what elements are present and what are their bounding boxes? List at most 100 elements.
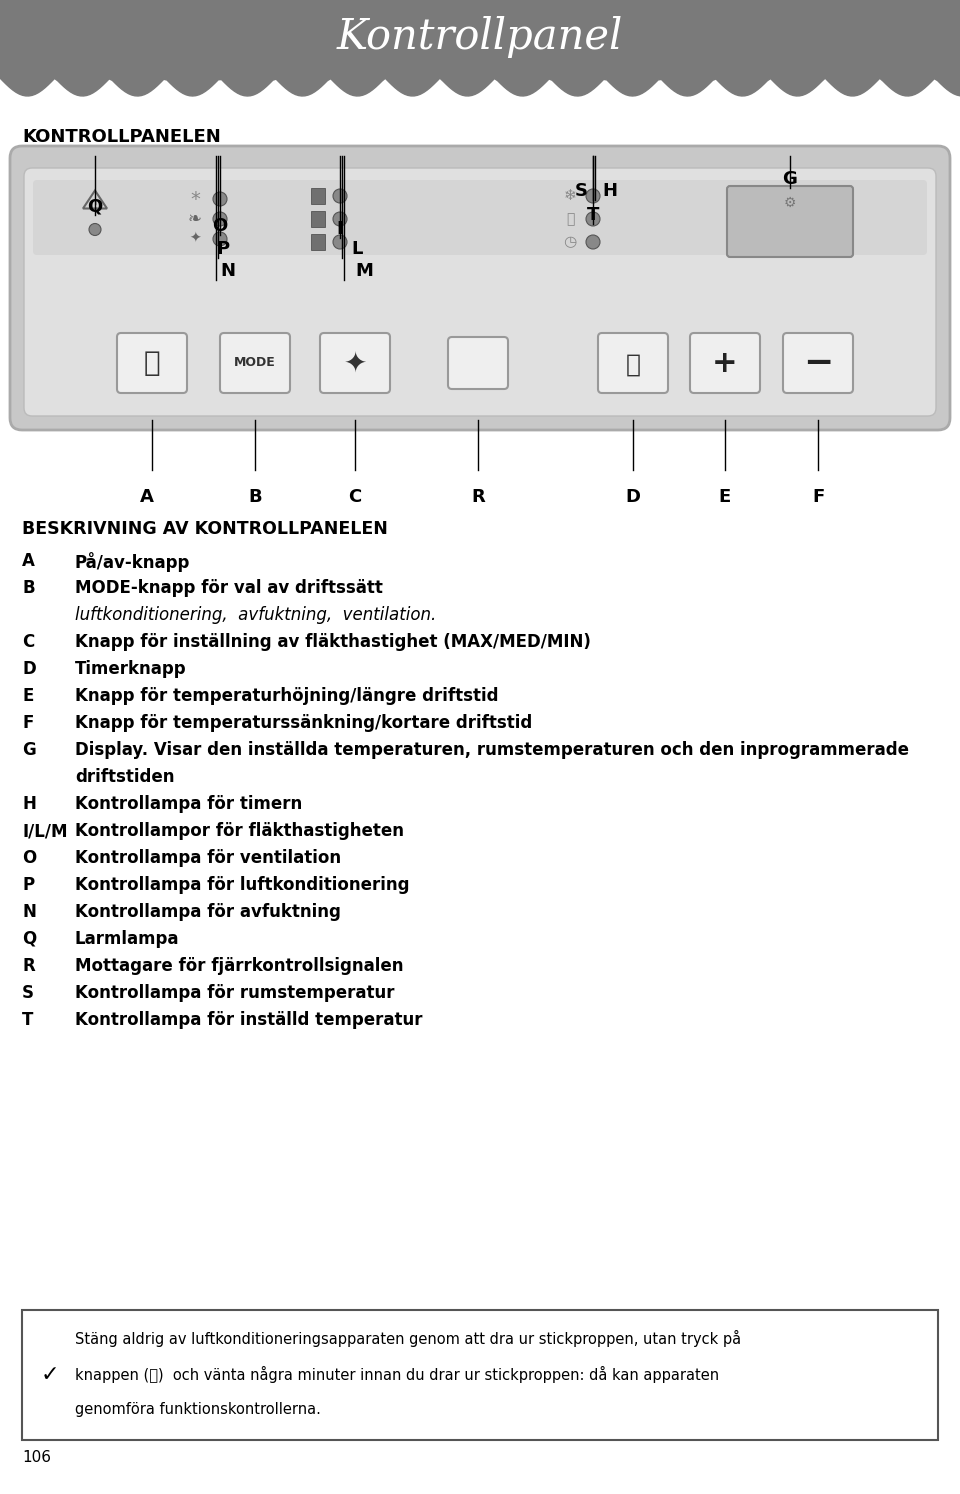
Text: Knapp för temperaturssänkning/kortare driftstid: Knapp för temperaturssänkning/kortare dr…	[75, 714, 532, 732]
Text: −: −	[803, 347, 833, 379]
Text: C: C	[22, 633, 35, 651]
Text: R: R	[471, 489, 485, 506]
Text: ❄: ❄	[564, 188, 576, 203]
Text: ✦: ✦	[189, 232, 201, 247]
Text: E: E	[22, 687, 34, 705]
FancyBboxPatch shape	[33, 179, 927, 255]
Text: A: A	[140, 489, 154, 506]
Text: ✓: ✓	[40, 1366, 60, 1385]
FancyBboxPatch shape	[448, 338, 508, 388]
Polygon shape	[0, 78, 960, 96]
Text: Kontrollampa för timern: Kontrollampa för timern	[75, 795, 302, 813]
Text: H: H	[22, 795, 36, 813]
Text: B: B	[249, 489, 262, 506]
Text: G: G	[782, 170, 798, 188]
Text: 106: 106	[22, 1451, 51, 1466]
Text: ✦: ✦	[344, 350, 367, 376]
FancyBboxPatch shape	[10, 146, 950, 430]
Text: Kontrollampa för inställd temperatur: Kontrollampa för inställd temperatur	[75, 1011, 422, 1029]
Text: D: D	[626, 489, 640, 506]
Text: D: D	[22, 660, 36, 678]
Text: S: S	[22, 985, 34, 1002]
Text: ⚙: ⚙	[783, 196, 796, 211]
Text: H: H	[603, 182, 617, 200]
Text: KONTROLLPANELEN: KONTROLLPANELEN	[22, 128, 221, 146]
Text: MODE-knapp för val av driftssätt: MODE-knapp för val av driftssätt	[75, 580, 383, 598]
Text: Display. Visar den inställda temperaturen, rumstemperaturen och den inprogrammer: Display. Visar den inställda temperature…	[75, 741, 909, 759]
Text: I/L/M: I/L/M	[22, 822, 67, 840]
Text: *: *	[190, 190, 200, 209]
Text: I: I	[337, 220, 344, 238]
Circle shape	[89, 224, 101, 236]
Text: Knapp för temperaturhöjning/längre driftstid: Knapp för temperaturhöjning/längre drift…	[75, 687, 498, 705]
Text: M: M	[355, 261, 372, 279]
Text: Kontrollampa för ventilation: Kontrollampa för ventilation	[75, 849, 341, 867]
Text: P: P	[22, 875, 35, 893]
Circle shape	[333, 212, 347, 226]
Text: MODE: MODE	[234, 357, 276, 369]
FancyBboxPatch shape	[598, 333, 668, 393]
Circle shape	[333, 235, 347, 249]
Text: G: G	[22, 741, 36, 759]
FancyBboxPatch shape	[24, 167, 936, 415]
Text: Larmlampa: Larmlampa	[75, 929, 180, 949]
Text: knappen (⒧)  och vänta några minuter innan du drar ur stickproppen: då kan appar: knappen (⒧) och vänta några minuter inna…	[75, 1366, 719, 1383]
Bar	[22, 1310, 938, 1440]
Circle shape	[213, 232, 227, 247]
Text: 🌡: 🌡	[565, 212, 574, 226]
Text: BESKRIVNING AV KONTROLLPANELEN: BESKRIVNING AV KONTROLLPANELEN	[22, 520, 388, 538]
Text: Timerknapp: Timerknapp	[75, 660, 186, 678]
FancyBboxPatch shape	[220, 333, 290, 393]
FancyBboxPatch shape	[690, 333, 760, 393]
Text: P: P	[216, 241, 229, 258]
Bar	[311, 235, 325, 249]
Text: L: L	[351, 241, 363, 258]
Text: O: O	[212, 217, 228, 235]
Text: Kontrollampor för fläkthastigheten: Kontrollampor för fläkthastigheten	[75, 822, 404, 840]
Bar	[311, 211, 325, 227]
FancyBboxPatch shape	[117, 333, 187, 393]
Text: Kontrollpanel: Kontrollpanel	[337, 16, 623, 58]
Text: genomföra funktionskontrollerna.: genomföra funktionskontrollerna.	[75, 1401, 321, 1416]
Text: N: N	[221, 261, 235, 279]
Text: S: S	[574, 182, 588, 200]
Bar	[311, 188, 325, 205]
Text: F: F	[22, 714, 34, 732]
Circle shape	[333, 190, 347, 203]
FancyBboxPatch shape	[727, 185, 853, 257]
Text: R: R	[22, 958, 35, 976]
Bar	[0, 0, 960, 78]
Text: T: T	[587, 206, 599, 224]
Circle shape	[213, 212, 227, 226]
Text: driftstiden: driftstiden	[75, 768, 175, 786]
Text: ❧: ❧	[188, 211, 202, 229]
Text: Kontrollampa för rumstemperatur: Kontrollampa för rumstemperatur	[75, 985, 395, 1002]
FancyBboxPatch shape	[783, 333, 853, 393]
Text: !: !	[93, 200, 97, 209]
Text: Stäng aldrig av luftkonditioneringsapparaten genom att dra ur stickproppen, utan: Stäng aldrig av luftkonditioneringsappar…	[75, 1330, 741, 1348]
Text: Q: Q	[22, 929, 36, 949]
Text: F: F	[812, 489, 824, 506]
Text: ⏱: ⏱	[626, 353, 640, 376]
Text: B: B	[22, 580, 35, 598]
Text: +: +	[712, 348, 738, 378]
Text: Knapp för inställning av fläkthastighet (MAX/MED/MIN): Knapp för inställning av fläkthastighet …	[75, 633, 590, 651]
Text: ◷: ◷	[564, 235, 577, 249]
Circle shape	[586, 212, 600, 226]
Text: Mottagare för fjärrkontrollsignalen: Mottagare för fjärrkontrollsignalen	[75, 958, 403, 976]
Text: På/av-knapp: På/av-knapp	[75, 551, 190, 572]
Text: N: N	[22, 902, 36, 920]
Circle shape	[586, 190, 600, 203]
Text: A: A	[22, 551, 35, 571]
Text: Kontrollampa för avfuktning: Kontrollampa för avfuktning	[75, 902, 341, 920]
Text: O: O	[22, 849, 36, 867]
Circle shape	[213, 193, 227, 206]
Text: T: T	[22, 1011, 34, 1029]
FancyBboxPatch shape	[320, 333, 390, 393]
Text: E: E	[719, 489, 732, 506]
Circle shape	[586, 235, 600, 249]
Text: Q: Q	[87, 197, 103, 215]
Text: Kontrollampa för luftkonditionering: Kontrollampa för luftkonditionering	[75, 875, 410, 893]
Text: luftkonditionering,  avfuktning,  ventilation.: luftkonditionering, avfuktning, ventilat…	[75, 607, 436, 624]
Text: C: C	[348, 489, 362, 506]
